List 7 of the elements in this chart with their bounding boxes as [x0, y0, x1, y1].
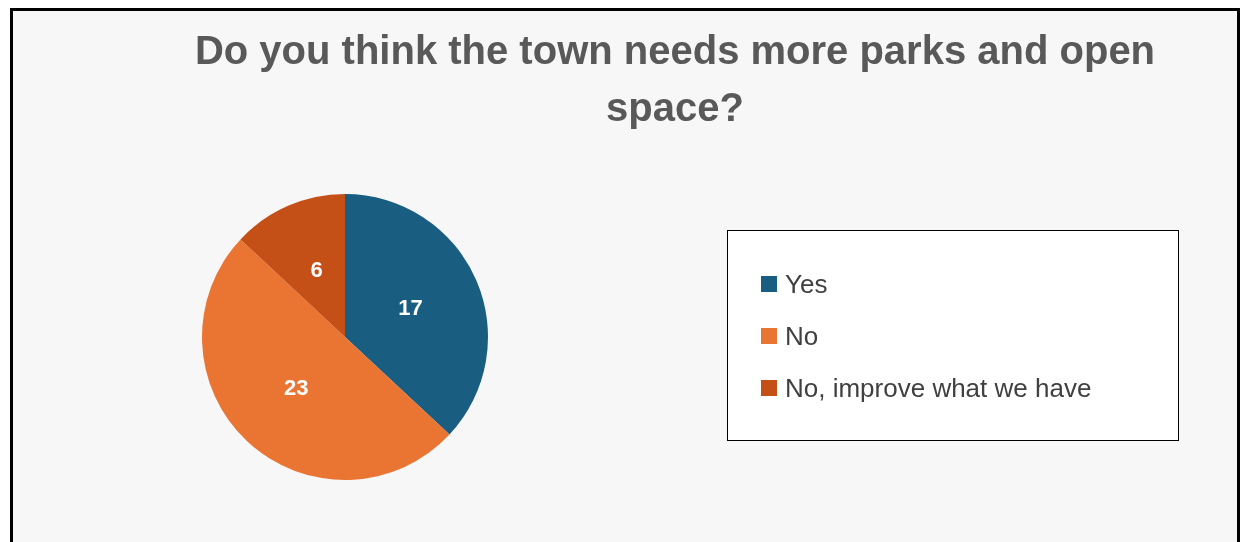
- data-label: 23: [283, 375, 309, 401]
- legend-label: No: [785, 320, 819, 352]
- chart-title: Do you think the town needs more parks and open space?: [193, 27, 1157, 131]
- data-label: 6: [310, 257, 323, 283]
- legend-label: No, improve what we have: [785, 372, 1092, 404]
- data-label: 17: [398, 294, 423, 320]
- legend-label: Yes: [785, 268, 828, 300]
